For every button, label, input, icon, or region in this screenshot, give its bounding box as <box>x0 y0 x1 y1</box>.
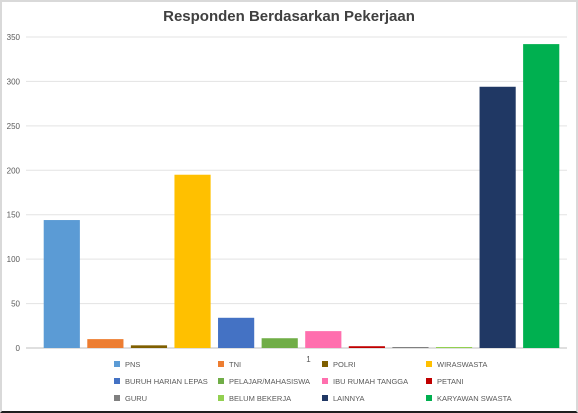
chart-legend: PNS TNI POLRI WIRASWASTA BURUH HARIAN LEPAS P… <box>114 358 544 404</box>
x-tick-label: 1 <box>306 355 311 364</box>
y-tick-label: 200 <box>7 166 21 175</box>
legend-swatch <box>426 361 432 367</box>
legend-item: POLRI <box>322 358 426 370</box>
legend-swatch <box>218 361 224 367</box>
legend-item: PNS <box>114 358 218 370</box>
bar-tni <box>87 339 124 348</box>
legend-item: PELAJAR/MAHASISWA <box>218 375 322 387</box>
bar-belum-bekerja <box>435 347 473 348</box>
legend-label: BURUH HARIAN LEPAS <box>125 376 208 386</box>
legend-item: IBU RUMAH TANGGA <box>322 375 426 387</box>
legend-label: PETANI <box>437 376 464 386</box>
bar-ibu-rumah-tangga <box>305 331 342 348</box>
y-tick-label: 250 <box>7 122 21 131</box>
legend-swatch <box>322 395 328 401</box>
bar-petani <box>348 346 385 348</box>
legend-item: KARYAWAN SWASTA <box>426 392 544 404</box>
legend-swatch <box>114 395 120 401</box>
bar-pns <box>43 220 80 348</box>
y-tick-label: 50 <box>11 300 20 309</box>
legend-label: LAINNYA <box>333 393 365 403</box>
legend-swatch <box>322 361 328 367</box>
legend-label: GURU <box>125 393 148 403</box>
legend-swatch <box>322 378 328 384</box>
legend-swatch <box>426 395 432 401</box>
legend-swatch <box>218 395 224 401</box>
legend-item: LAINNYA <box>322 392 426 404</box>
bar-guru <box>392 347 429 348</box>
bar-wiraswasta <box>174 174 211 348</box>
y-tick-label: 150 <box>7 211 21 220</box>
legend-item: PETANI <box>426 375 544 387</box>
legend-swatch <box>426 378 432 384</box>
bar-buruh-harian-lepas <box>218 317 255 348</box>
legend-swatch <box>114 378 120 384</box>
legend-item: TNI <box>218 358 322 370</box>
bar-lainnya <box>479 86 516 348</box>
bar-polri <box>130 345 168 348</box>
legend-label: PELAJAR/MAHASISWA <box>229 376 310 386</box>
legend-label: KARYAWAN SWASTA <box>437 393 512 403</box>
legend-item: BELUM BEKERJA <box>218 392 322 404</box>
legend-swatch <box>218 378 224 384</box>
legend-label: TNI <box>229 359 242 369</box>
y-tick-label: 300 <box>7 77 21 86</box>
legend-label: IBU RUMAH TANGGA <box>333 376 409 386</box>
bar-pelajar-mahasiswa <box>261 338 298 348</box>
legend-label: BELUM BEKERJA <box>229 393 292 403</box>
legend-item: GURU <box>114 392 218 404</box>
bar-karyawan-swasta <box>523 44 560 348</box>
y-tick-label: 100 <box>7 255 21 264</box>
chart-title: Responden Berdasarkan Pekerjaan <box>163 8 415 25</box>
legend-item: BURUH HARIAN LEPAS <box>114 375 218 387</box>
legend-label: POLRI <box>333 359 356 369</box>
y-tick-label: 350 <box>7 33 21 42</box>
legend-swatch <box>114 361 120 367</box>
legend-label: PNS <box>125 359 141 369</box>
legend-item: WIRASWASTA <box>426 358 544 370</box>
y-tick-label: 0 <box>16 344 21 353</box>
legend-label: WIRASWASTA <box>437 359 488 369</box>
